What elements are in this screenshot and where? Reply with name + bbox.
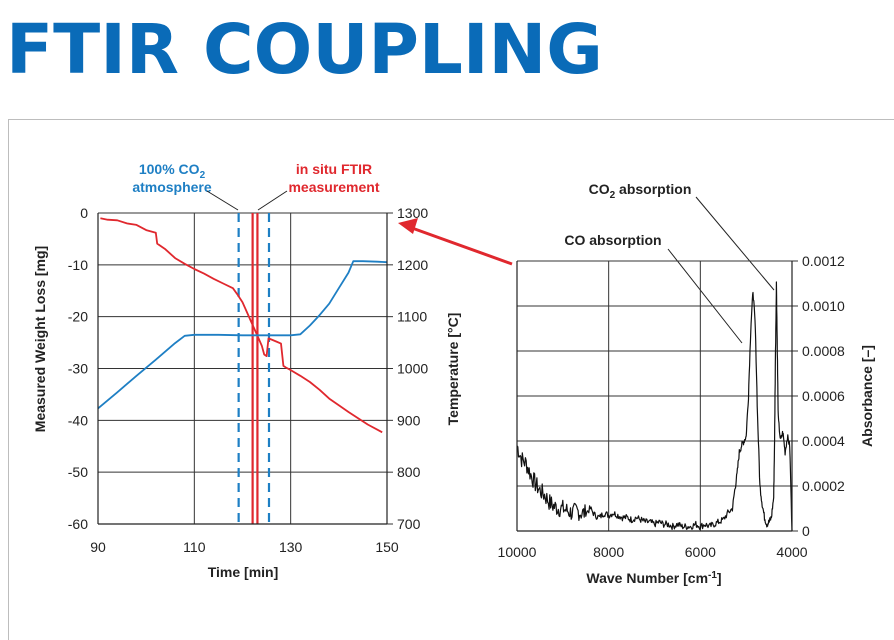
y-tick-label-ftir: 0.0010 (802, 298, 845, 314)
y-tick-label-right: 800 (397, 464, 421, 480)
y-tick-label-left: -30 (68, 361, 88, 377)
y-axis-label-right: Temperature [°C] (445, 313, 461, 426)
y-tick-label-left: -20 (68, 309, 88, 325)
x-tick-label-ftir: 4000 (776, 544, 807, 560)
ftir-annotation-line1: in situ FTIR (296, 161, 372, 177)
co2-absorption-label: CO2 absorption (589, 181, 692, 201)
y-tick-label-right: 1100 (397, 309, 427, 325)
y-tick-label-right: 900 (397, 412, 421, 428)
y-tick-label-left: -50 (68, 464, 88, 480)
x-axis-label-right-sup: -1 (708, 570, 717, 581)
y-tick-label-left: -10 (68, 257, 88, 273)
temperature-series-line (97, 260, 388, 410)
y-tick-label-left: -60 (68, 516, 88, 532)
y-tick-label-ftir: 0 (802, 523, 810, 539)
y-tick-label-right: 1000 (397, 361, 428, 377)
y-axis-label-left: Measured Weight Loss [mg] (32, 246, 48, 432)
link-arrow-head (398, 218, 418, 234)
x-tick-label-left: 130 (279, 539, 303, 555)
co2-absorption-main: CO (589, 181, 610, 197)
x-tick-label-ftir: 6000 (685, 544, 716, 560)
y-tick-label-right: 1200 (397, 257, 428, 273)
charts-canvas: 100% CO2 atmosphere in situ FTIR measure… (32, 161, 875, 586)
x-axis-label-right-main: Wave Number [cm (586, 570, 708, 586)
ftir-annotation-line2: measurement (288, 179, 379, 195)
x-tick-label-left: 150 (375, 539, 399, 555)
y-axis-label-ftir: Absorbance [–] (859, 345, 875, 447)
link-arrow-shaft (411, 226, 513, 266)
co2-absorption-leader (695, 196, 775, 291)
y-tick-label-ftir: 0.0006 (802, 388, 845, 404)
y-tick-label-ftir: 0.0004 (802, 433, 845, 449)
absorbance-spectrum-line (516, 281, 793, 532)
y-tick-label-right: 1300 (397, 205, 428, 221)
x-tick-label-left: 110 (183, 539, 206, 555)
figure-frame (8, 119, 894, 640)
ftir-annotation-leader (257, 190, 288, 211)
y-tick-label-left: -40 (68, 412, 88, 428)
weight-loss-series-line (100, 217, 383, 434)
co2-absorption-sub: 2 (610, 190, 616, 201)
co2-annotation-leader (206, 190, 239, 211)
x-tick-label-ftir: 8000 (593, 544, 624, 560)
page-title: FTIR COUPLING (6, 10, 603, 90)
x-tick-label-ftir: 10000 (498, 544, 537, 560)
co2-annotation-main: 100% CO (139, 161, 200, 177)
y-tick-label-ftir: 0.0012 (802, 253, 845, 269)
co2-absorption-rest: absorption (615, 181, 691, 197)
co-absorption-leader (667, 248, 743, 344)
tga-chart: 100% CO2 atmosphere in situ FTIR measure… (32, 161, 461, 580)
co-absorption-label: CO absorption (564, 232, 661, 248)
y-tick-label-right: 700 (397, 516, 421, 532)
link-arrow (398, 218, 513, 266)
y-tick-label-ftir: 0.0008 (802, 343, 845, 359)
x-tick-label-left: 90 (90, 539, 106, 555)
x-axis-label-right-end: ] (717, 570, 722, 586)
y-tick-label-ftir: 0.0002 (802, 478, 845, 494)
co2-annotation-sub: 2 (200, 170, 206, 181)
y-tick-label-left: 0 (80, 205, 88, 221)
co2-annotation-line1: 100% CO2 (139, 161, 206, 181)
x-axis-label-right: Wave Number [cm-1] (586, 570, 721, 586)
co2-annotation-line2: atmosphere (132, 179, 212, 195)
ftir-chart: CO2 absorption CO absorption Wave Number… (498, 181, 875, 586)
x-axis-label-left: Time [min] (208, 564, 279, 580)
